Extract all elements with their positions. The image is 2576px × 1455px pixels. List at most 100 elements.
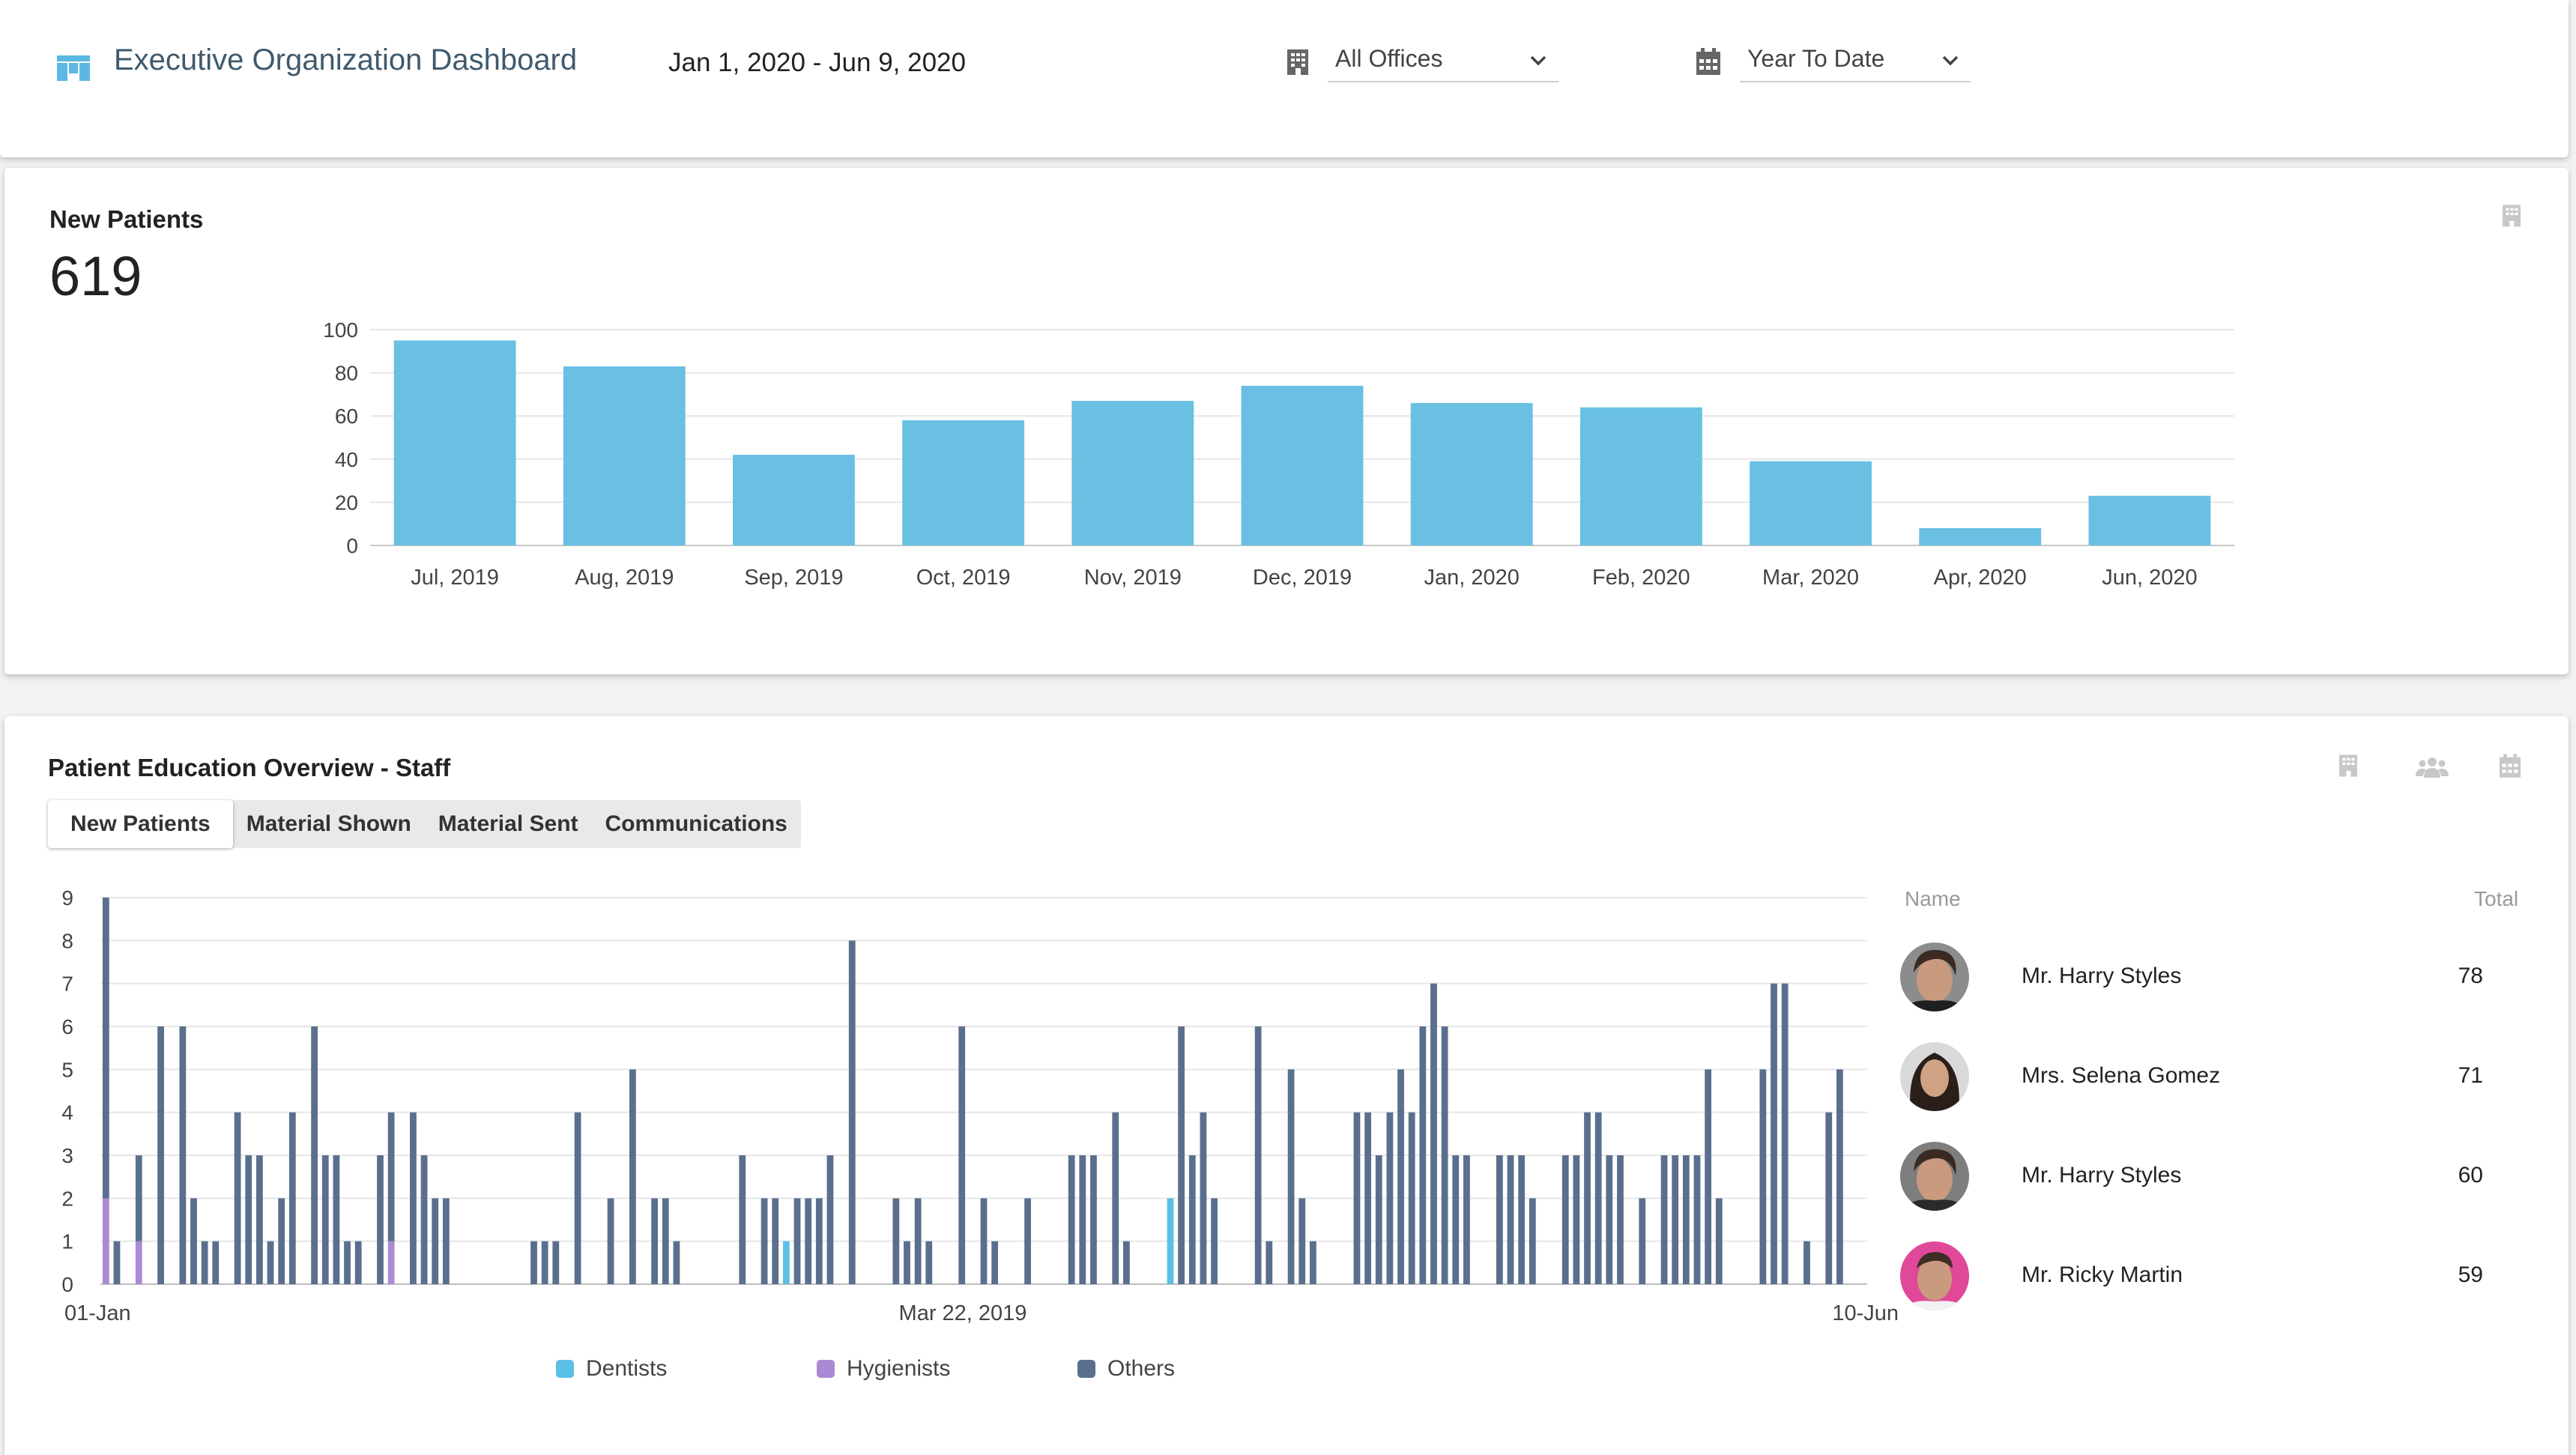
bar-segment <box>157 1026 164 1284</box>
chevron-down-icon <box>1529 48 1548 76</box>
bar-segment <box>245 1155 253 1284</box>
legend-item-others[interactable]: Others <box>1077 1356 1175 1382</box>
bar-segment <box>420 1155 428 1284</box>
period-select[interactable]: Year To Date <box>1740 43 1971 82</box>
tab-communications[interactable]: Communications <box>605 811 787 836</box>
staff-name: Mr. Ricky Martin <box>2022 1262 2183 1287</box>
bar <box>2088 495 2211 545</box>
card-title: New Patients <box>49 205 204 233</box>
bar <box>733 455 855 545</box>
x-tick-label: Jan, 2020 <box>1424 566 1519 590</box>
bar-segment <box>1803 1241 1810 1284</box>
bar-segment <box>826 1155 834 1284</box>
x-tick-label: Jun, 2020 <box>2102 566 2197 590</box>
bar-segment <box>102 898 109 1199</box>
x-tick-label: Oct, 2019 <box>916 566 1011 590</box>
users-icon[interactable] <box>2416 757 2449 781</box>
bar-segment <box>629 1069 636 1284</box>
bar-segment <box>1639 1198 1646 1284</box>
x-tick-label: 01-Jan <box>64 1301 131 1325</box>
tab-material-shown[interactable]: Material Shown <box>246 811 411 836</box>
tab-material-sent[interactable]: Material Sent <box>438 811 578 836</box>
bar-segment <box>651 1198 659 1284</box>
y-tick-label: 40 <box>335 448 358 471</box>
bar-segment <box>278 1198 285 1284</box>
bar-segment <box>1573 1155 1580 1284</box>
bar-segment <box>344 1241 351 1284</box>
date-range-label: Jan 1, 2020 - Jun 9, 2020 <box>668 48 966 77</box>
bar-segment <box>848 940 856 1284</box>
bar <box>393 340 516 545</box>
table-row[interactable]: Mrs. Selena Gomez 71 <box>1900 1035 2500 1117</box>
y-tick-label: 80 <box>335 362 358 385</box>
new-patients-total: 619 <box>49 245 142 307</box>
staff-total: 78 <box>2458 964 2483 988</box>
y-tick-label: 7 <box>61 972 73 996</box>
bar-segment <box>1254 1026 1262 1284</box>
calendar-icon[interactable] <box>2500 754 2521 781</box>
x-tick-label: Feb, 2020 <box>1592 566 1690 590</box>
bar-segment <box>1672 1155 1679 1284</box>
bar-segment <box>1771 983 1777 1284</box>
y-tick-label: 6 <box>61 1015 73 1038</box>
bar-segment <box>1188 1155 1196 1284</box>
staff-name: Mr. Harry Styles <box>2022 1163 2182 1188</box>
bar-segment <box>1079 1155 1086 1284</box>
bar-segment <box>1836 1069 1843 1284</box>
legend-item-dentists[interactable]: Dentists <box>556 1356 667 1382</box>
bar-segment <box>1518 1155 1526 1284</box>
bar-segment <box>805 1198 812 1284</box>
bar-segment <box>1397 1069 1404 1284</box>
legend-swatch <box>817 1360 835 1378</box>
bar-segment <box>135 1155 142 1241</box>
x-tick-label: Apr, 2020 <box>1934 566 2027 590</box>
bar-segment <box>1452 1155 1460 1284</box>
avatar <box>1900 943 1969 1011</box>
building-icon[interactable] <box>2503 204 2521 232</box>
building-icon[interactable] <box>2339 754 2357 781</box>
table-row[interactable]: Mr. Harry Styles 60 <box>1900 1134 2500 1217</box>
avatar <box>1900 1241 1969 1310</box>
bar <box>902 420 1025 545</box>
bar-segment <box>410 1112 417 1284</box>
bar-segment <box>914 1198 922 1284</box>
bar-segment <box>782 1241 790 1284</box>
bar-segment <box>1561 1155 1569 1284</box>
bar-segment <box>1507 1155 1514 1284</box>
bar-segment <box>201 1241 208 1284</box>
table-row[interactable]: Mr. Ricky Martin 59 <box>1900 1234 2500 1316</box>
bar-segment <box>179 1026 187 1284</box>
bar-segment <box>1430 983 1437 1284</box>
bar-segment <box>925 1241 933 1284</box>
legend-swatch <box>1077 1360 1095 1378</box>
bar-segment <box>673 1241 680 1284</box>
tab-bar: New Patients Material Shown Material Sen… <box>48 800 801 848</box>
bar-segment <box>1364 1112 1372 1284</box>
bar-segment <box>288 1112 296 1284</box>
bar-segment <box>1266 1241 1273 1284</box>
table-header-total: Total <box>2474 887 2519 910</box>
bar-segment <box>1287 1069 1295 1284</box>
table-row[interactable]: Mr. Harry Styles 78 <box>1900 935 2500 1017</box>
bar-segment <box>662 1198 669 1284</box>
avatar <box>1900 1042 1969 1111</box>
office-select[interactable]: All Offices <box>1328 43 1558 82</box>
bar-segment <box>1759 1069 1767 1284</box>
bar-segment <box>1441 1026 1448 1284</box>
tab-new-patients[interactable]: New Patients <box>48 800 233 848</box>
bar-segment <box>541 1241 548 1284</box>
bar-segment <box>190 1198 197 1284</box>
bar-segment <box>1386 1112 1394 1284</box>
bar-segment <box>980 1198 988 1284</box>
bar-segment <box>1693 1155 1701 1284</box>
bar-segment <box>1419 1026 1427 1284</box>
new-patients-card: New Patients 619 0 20 40 60 80 100 Jul, 2019 Au… <box>4 168 2569 674</box>
bar-segment <box>387 1112 395 1241</box>
legend-item-hygienists[interactable]: Hygienists <box>817 1356 950 1382</box>
bar-segment <box>1309 1241 1316 1284</box>
table-header-name: Name <box>1905 887 1961 910</box>
bar-segment <box>1715 1198 1723 1284</box>
bar-segment <box>1594 1112 1602 1284</box>
bar-segment <box>1298 1198 1306 1284</box>
bar-segment <box>1090 1155 1097 1284</box>
